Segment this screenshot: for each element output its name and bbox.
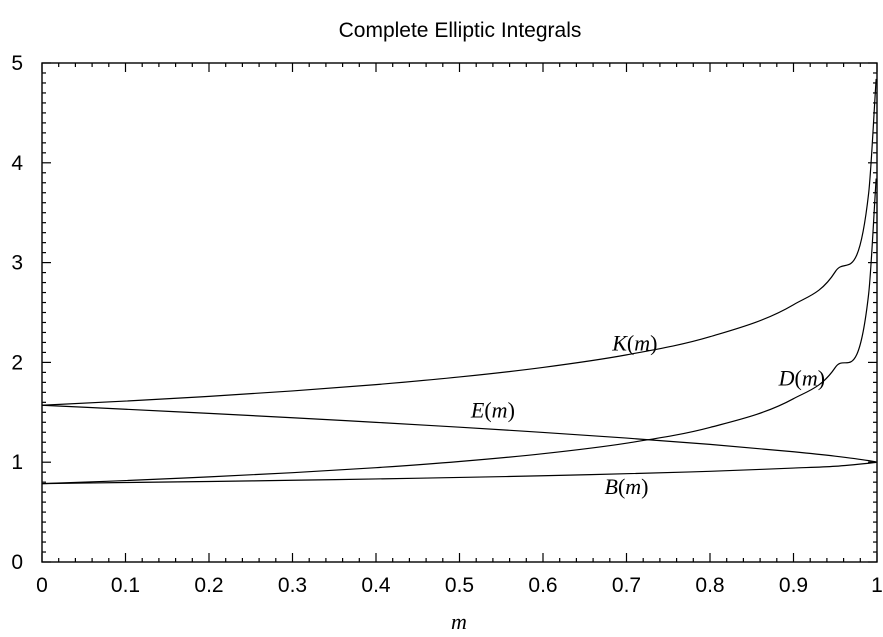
x-tick-label: 0 [36, 574, 48, 597]
x-tick-label: 0.1 [111, 574, 140, 597]
curve-label-k: K(m) [611, 330, 657, 355]
x-tick-label: 0.2 [194, 574, 223, 597]
series-line-e [41, 404, 877, 463]
x-axis-label: m [451, 609, 467, 634]
y-tick-label: 5 [11, 52, 23, 75]
x-tick-label: 0.9 [779, 574, 808, 597]
x-tick-label: 0.6 [528, 574, 557, 597]
curve-label-b: B(m) [605, 474, 649, 499]
chart-title: Complete Elliptic Integrals [339, 19, 582, 42]
curve-label-d: D(m) [778, 365, 825, 390]
series-line-b [41, 461, 877, 485]
x-tick-label: 0.7 [612, 574, 641, 597]
series-line-d [41, 178, 877, 485]
plot-frame [41, 62, 878, 563]
y-tick-label: 2 [11, 351, 23, 374]
x-tick-label: 0.8 [695, 574, 724, 597]
curve-labels: K(m) D(m) E(m) B(m) [470, 330, 825, 499]
y-tick-label: 0 [11, 551, 23, 574]
series-lines [41, 78, 877, 485]
y-tick-label: 3 [11, 252, 23, 275]
y-tick-label: 4 [11, 152, 23, 175]
tick-labels: 0 0.1 0.2 0.3 0.4 0.5 0.6 0.7 0.8 0.9 1 0 1 2 3 4 5 [11, 52, 883, 597]
tick-marks [41, 62, 878, 563]
x-tick-label: 0.3 [278, 574, 307, 597]
y-tick-label: 1 [11, 451, 23, 474]
curve-label-e: E(m) [470, 397, 515, 422]
x-tick-label: 0.5 [445, 574, 474, 597]
x-tick-label: 1 [871, 574, 883, 597]
x-tick-label: 0.4 [361, 574, 391, 597]
series-line-k [41, 78, 877, 406]
